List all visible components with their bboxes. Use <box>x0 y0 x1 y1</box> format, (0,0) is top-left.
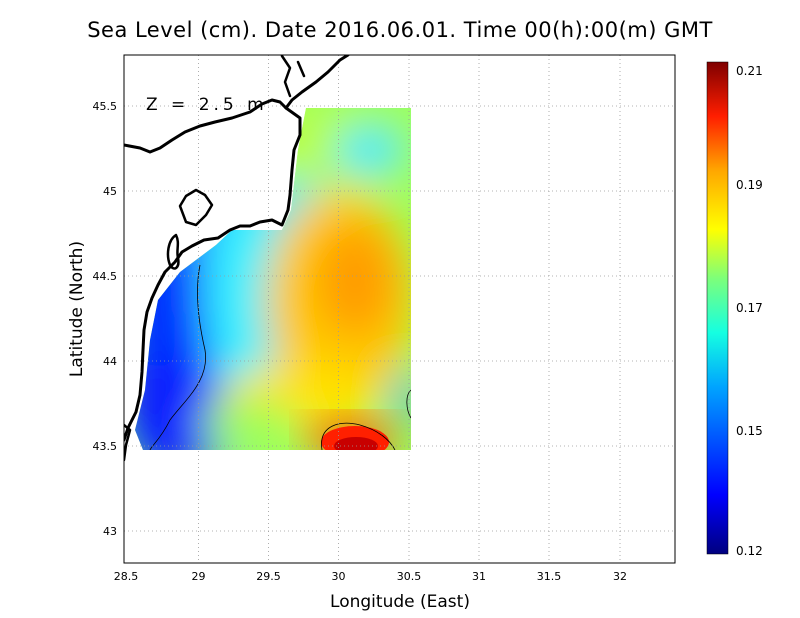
colorbar-tick-label: 0.12 <box>736 544 763 558</box>
colorbar-tick-label: 0.17 <box>736 301 763 315</box>
x-tick-label: 28.5 <box>114 570 139 583</box>
y-tick-label: 44 <box>103 355 117 368</box>
x-tick-labels: 28.5 29 29.5 30 30.5 31 31.5 32 <box>114 570 627 583</box>
depth-label: Z = 2.5 m <box>146 95 268 115</box>
x-tick-label: 30.5 <box>397 570 422 583</box>
colorbar-tick-label: 0.21 <box>736 64 763 78</box>
y-tick-label: 43.5 <box>93 440 118 453</box>
x-tick-label: 31 <box>472 570 486 583</box>
colorbar-tick-labels: 0.21 0.19 0.17 0.15 0.12 <box>736 64 763 558</box>
y-tick-label: 43 <box>103 525 117 538</box>
coastline <box>124 55 350 462</box>
colorbar <box>706 61 729 555</box>
colorbar-tick-label: 0.19 <box>736 178 763 192</box>
y-tick-label: 45.5 <box>93 100 118 113</box>
x-tick-label: 30 <box>332 570 346 583</box>
x-tick-label: 29 <box>192 570 206 583</box>
x-tick-label: 31.5 <box>537 570 562 583</box>
x-tick-label: 29.5 <box>256 570 281 583</box>
x-tick-label: 32 <box>613 570 627 583</box>
grid-lines <box>124 55 675 563</box>
plot-frame <box>123 54 676 564</box>
y-axis-label: Latitude (North) <box>67 241 87 377</box>
map-title: Sea Level (cm). Date 2016.06.01. Time 00… <box>87 18 713 42</box>
colorbar-tick-label: 0.15 <box>736 424 763 438</box>
y-tick-labels: 45.5 45 44.5 44 43.5 43 <box>93 100 118 538</box>
x-axis-label: Longitude (East) <box>330 592 470 612</box>
y-tick-label: 45 <box>103 185 117 198</box>
y-tick-label: 44.5 <box>93 270 118 283</box>
